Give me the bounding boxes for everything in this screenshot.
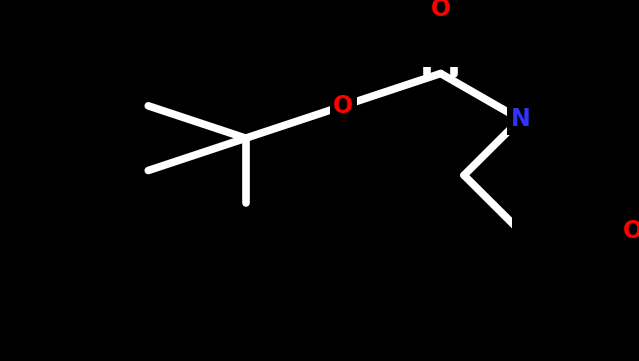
Text: O: O [333,94,353,118]
Text: O: O [623,219,639,243]
Text: O: O [431,0,450,21]
Text: N: N [511,107,530,131]
